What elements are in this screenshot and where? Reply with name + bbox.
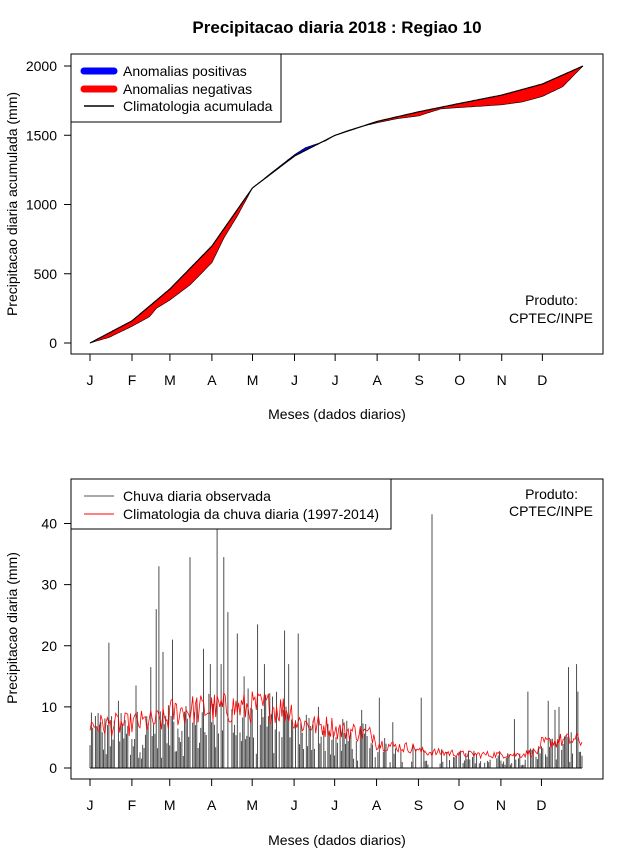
- top-x-tick-label: M: [164, 372, 176, 388]
- legend-label-observed: Chuva diaria observada: [123, 488, 271, 504]
- bottom-y-tick-label: 0: [49, 760, 57, 776]
- chart-title: Precipitacao diaria 2018 : Regiao 10: [192, 18, 481, 37]
- top-x-tick-label: A: [207, 372, 217, 388]
- bottom-x-tick-label: O: [454, 797, 465, 813]
- legend-label-climatology: Climatologia acumulada: [123, 98, 273, 114]
- bottom-x-tick-label: N: [496, 797, 506, 813]
- top-y-tick-label: 1000: [26, 197, 57, 213]
- bottom-x-axis-label: Meses (dados diarios): [268, 832, 406, 848]
- positive-anomaly-area: [252, 141, 324, 189]
- bottom-x-tick-label: F: [128, 797, 137, 813]
- top-climatology-line: [89, 65, 584, 344]
- bottom-legend: Chuva diaria observada Climatologia da c…: [70, 478, 392, 530]
- bottom-x-tick-label: D: [536, 797, 546, 813]
- bottom-y-tick-label: 10: [41, 699, 57, 715]
- top-x-tick-label: F: [128, 372, 137, 388]
- top-y-tick-label: 0: [49, 335, 57, 351]
- top-legend: Anomalias positivas Anomalias negativas …: [70, 53, 282, 123]
- top-x-tick-label: O: [454, 372, 465, 388]
- bottom-daily-bars: [89, 508, 583, 768]
- legend-label-negative: Anomalias negativas: [123, 81, 252, 97]
- top-produto-source: CPTEC/INPE: [509, 310, 593, 326]
- bottom-y-axis-label: Precipitacao diaria (mm): [4, 552, 20, 704]
- negative-anomaly-area: [91, 187, 253, 344]
- bottom-x-tick-label: J: [291, 797, 298, 813]
- top-y-tick-label: 2000: [26, 58, 57, 74]
- legend-label-positive: Anomalias positivas: [123, 63, 247, 79]
- bottom-chart: 0 10 20 30 40 J F M A M J J A S O N D Meses (dados diar…: [4, 478, 604, 848]
- bottom-y-tick-label: 20: [41, 638, 57, 654]
- top-x-tick-label: N: [497, 372, 507, 388]
- bottom-y-tick-label: 30: [41, 577, 57, 593]
- top-y-axis: 0 500 1000 1500 2000: [26, 58, 72, 351]
- legend-label-climatology-daily: Climatologia da chuva diaria (1997-2014): [123, 506, 379, 522]
- bottom-produto-source: CPTEC/INPE: [509, 503, 593, 519]
- bottom-x-tick-label: A: [372, 797, 382, 813]
- top-x-tick-label: M: [247, 372, 259, 388]
- top-x-tick-label: D: [537, 372, 547, 388]
- bottom-x-tick-label: J: [87, 797, 94, 813]
- bottom-y-axis: 0 10 20 30 40: [41, 516, 72, 776]
- top-x-tick-label: J: [291, 372, 298, 388]
- top-produto-label: Produto:: [525, 292, 578, 308]
- top-x-tick-label: J: [87, 372, 94, 388]
- top-x-axis-label: Meses (dados diarios): [268, 406, 406, 422]
- bottom-climatology-line: [89, 691, 583, 760]
- bottom-x-tick-label: A: [207, 797, 217, 813]
- top-chart: 0 500 1000 1500 2000 J F M A M J J A S O N D Meses (dad…: [4, 53, 604, 422]
- bottom-x-tick-label: M: [164, 797, 176, 813]
- bottom-x-tick-label: S: [414, 797, 423, 813]
- top-x-tick-label: A: [372, 372, 382, 388]
- top-y-tick-label: 500: [34, 266, 58, 282]
- bottom-x-tick-label: M: [246, 797, 258, 813]
- bottom-produto-label: Produto:: [525, 486, 578, 502]
- bottom-y-tick-label: 40: [41, 516, 57, 532]
- top-x-tick-label: J: [332, 372, 339, 388]
- top-x-tick-label: S: [414, 372, 423, 388]
- bottom-x-tick-label: J: [331, 797, 338, 813]
- top-y-tick-label: 1500: [26, 127, 57, 143]
- bottom-legend-box: [70, 478, 392, 530]
- top-y-axis-label: Precipitacao diaria acumulada (mm): [4, 92, 20, 316]
